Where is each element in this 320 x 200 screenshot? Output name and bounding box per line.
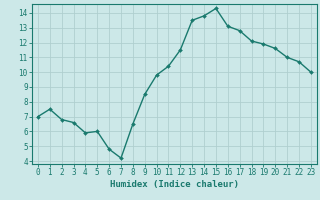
X-axis label: Humidex (Indice chaleur): Humidex (Indice chaleur) <box>110 180 239 189</box>
